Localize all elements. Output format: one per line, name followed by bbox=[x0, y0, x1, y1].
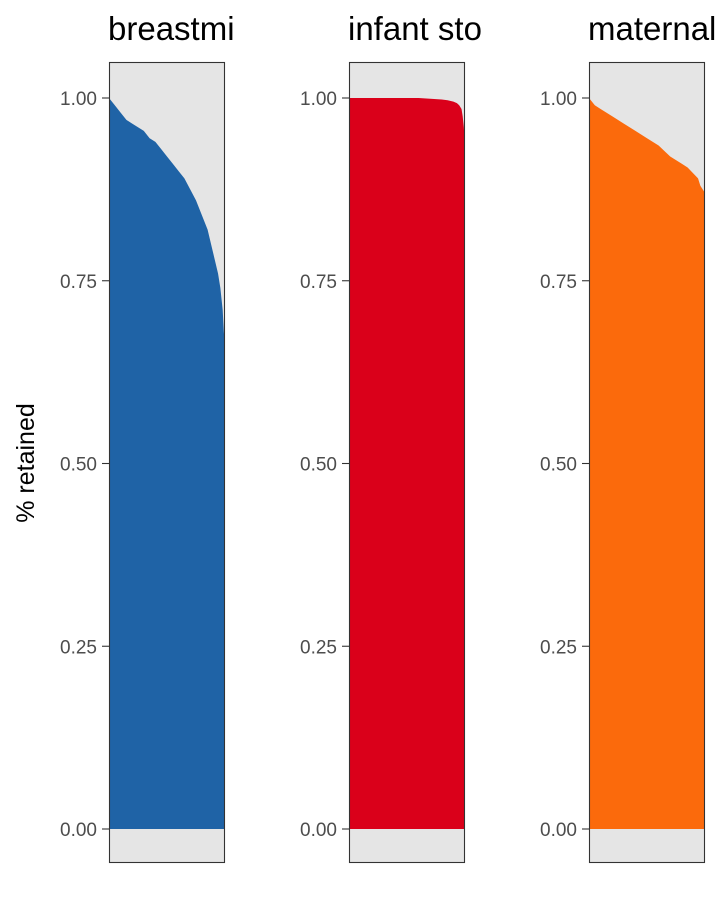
y-tick-label: 0.50 bbox=[60, 455, 97, 476]
y-tick-label: 0.50 bbox=[540, 455, 577, 476]
panel-border bbox=[348, 61, 466, 864]
area-series-breastmi bbox=[109, 98, 225, 829]
panel-breastmi: 0.00 0.25 0.50 0.75 1.00 breastmi bbox=[60, 10, 235, 864]
y-tick-label: 1.00 bbox=[300, 89, 337, 110]
y-tick-label: 0.00 bbox=[60, 820, 97, 841]
y-tick-label: 0.25 bbox=[60, 637, 97, 658]
panels: 0.00 0.25 0.50 0.75 1.00 breastmi 0.00 0.25 0.50… bbox=[60, 10, 716, 864]
y-axis-label: % retained bbox=[12, 403, 40, 523]
y-tick-label: 1.00 bbox=[60, 89, 97, 110]
y-tick-label: 0.00 bbox=[300, 820, 337, 841]
panel-title: infant sto bbox=[348, 10, 482, 47]
panel-maternal: 0.00 0.25 0.50 0.75 1.00 maternal bbox=[540, 10, 716, 864]
y-tick-label: 0.75 bbox=[300, 272, 337, 293]
y-tick-label: 0.75 bbox=[60, 272, 97, 293]
y-tick-label: 0.25 bbox=[300, 637, 337, 658]
y-tick-label: 0.75 bbox=[540, 272, 577, 293]
area-series-infant-sto bbox=[349, 98, 465, 829]
y-tick-label: 0.00 bbox=[540, 820, 577, 841]
y-tick-label: 0.25 bbox=[540, 637, 577, 658]
y-tick-label: 1.00 bbox=[540, 89, 577, 110]
y-tick-label: 0.50 bbox=[300, 455, 337, 476]
panel-infant-sto: 0.00 0.25 0.50 0.75 1.00 infant sto bbox=[300, 10, 482, 864]
panel-border bbox=[108, 61, 226, 864]
panel-border bbox=[588, 61, 706, 864]
panel-title: breastmi bbox=[108, 10, 235, 47]
area-series-maternal bbox=[589, 98, 705, 829]
panel-title: maternal bbox=[588, 10, 716, 47]
